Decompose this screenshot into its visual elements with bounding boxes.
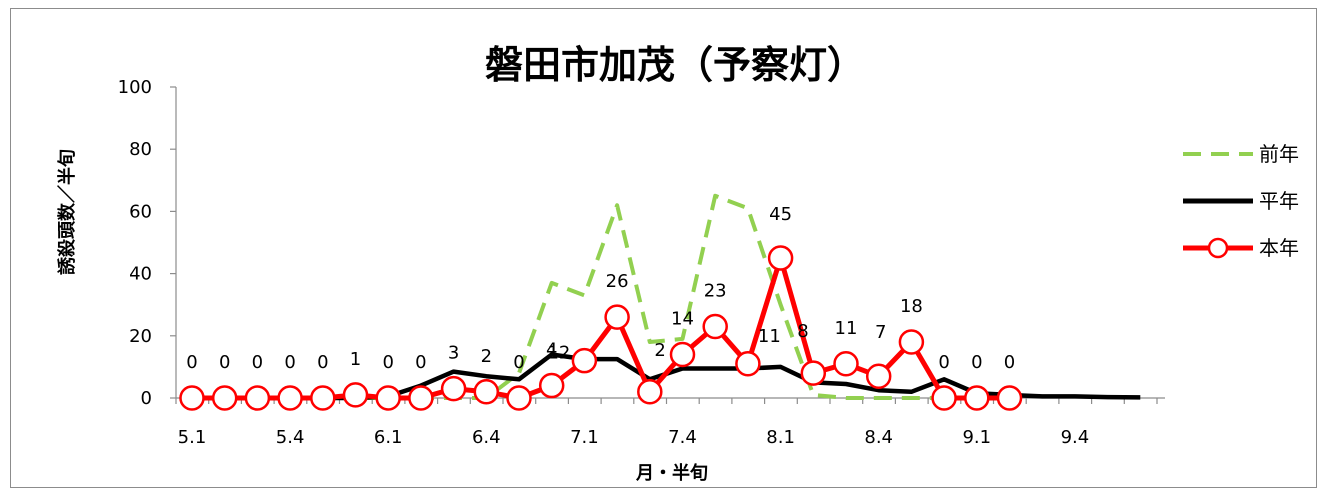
legend-label: 前年 (1259, 142, 1299, 166)
this-year-marker (473, 379, 500, 405)
data-label: 0 (284, 352, 295, 373)
data-label: 0 (317, 352, 328, 373)
this-year-marker (996, 385, 1023, 411)
series-prev-year (192, 193, 1010, 400)
x-tick-label: 6.4 (472, 427, 501, 448)
data-label: 0 (252, 352, 263, 373)
data-label: 1 (350, 349, 361, 370)
this-year-marker (898, 329, 925, 355)
series-prev-year-line (192, 193, 1010, 400)
data-label: 0 (219, 352, 230, 373)
this-year-marker (767, 245, 794, 271)
this-year-marker (604, 304, 630, 330)
this-year-marker (408, 385, 434, 411)
this-year-marker (375, 385, 401, 411)
this-year-marker (964, 385, 990, 411)
data-label: 26 (606, 271, 629, 292)
x-tick-label: 8.1 (766, 427, 795, 448)
this-year-marker (571, 347, 598, 374)
y-tick-label: 40 (129, 264, 152, 285)
data-label: 45 (769, 204, 792, 225)
data-label: 0 (971, 352, 982, 373)
this-year-marker (310, 385, 336, 411)
x-tick-label: 8.4 (864, 427, 893, 448)
x-tick-label: 9.4 (1061, 427, 1090, 448)
this-year-marker (833, 351, 859, 377)
data-label: 8 (797, 321, 808, 342)
data-label: 14 (671, 308, 694, 329)
data-label: 2 (654, 340, 665, 361)
this-year-marker (735, 351, 761, 377)
this-year-marker (538, 372, 565, 399)
this-year-marker (277, 385, 303, 411)
x-tick-label: 6.1 (374, 427, 403, 448)
data-label: 0 (938, 352, 949, 373)
y-tick-label: 20 (129, 326, 152, 347)
y-axis-title: 誘殺頭数／半旬 (56, 149, 78, 275)
data-label: 3 (448, 343, 459, 364)
legend-marker (1207, 237, 1229, 259)
data-label: 12 (547, 343, 570, 364)
this-year-marker (865, 363, 892, 389)
legend-label: 平年 (1259, 189, 1299, 213)
y-tick-label: 0 (141, 388, 152, 409)
data-label: 0 (1004, 352, 1015, 373)
y-tick-label: 80 (129, 139, 152, 160)
data-label: 0 (382, 352, 393, 373)
this-year-marker (211, 385, 238, 411)
x-axis-title: 月・半旬 (635, 462, 708, 484)
data-label: 0 (513, 352, 524, 373)
this-year-marker (506, 385, 532, 411)
x-tick-label: 9.1 (962, 427, 991, 448)
data-label: 18 (900, 296, 923, 317)
this-year-marker (637, 379, 663, 405)
this-year-marker (440, 375, 467, 402)
this-year-marker (931, 385, 957, 411)
x-tick-label: 7.1 (570, 427, 599, 448)
x-tick-label: 7.4 (668, 427, 697, 448)
this-year-marker (342, 382, 369, 408)
data-label: 4 (546, 340, 557, 361)
series-this-year (179, 245, 1023, 411)
this-year-marker (669, 341, 696, 368)
this-year-marker (244, 385, 271, 411)
data-label: 0 (186, 352, 197, 373)
data-label: 2 (481, 346, 492, 367)
data-label: 7 (875, 322, 886, 343)
chart-frame (10, 8, 1317, 488)
this-year-marker (800, 360, 827, 386)
x-tick-label: 5.1 (178, 427, 207, 448)
x-tick-label: 5.4 (276, 427, 305, 448)
data-label: 11 (758, 326, 781, 347)
y-tick-label: 60 (129, 201, 152, 222)
this-year-marker (179, 385, 205, 411)
chart-title: 磐田市加茂（予察灯） (485, 43, 865, 87)
y-tick-label: 100 (118, 77, 152, 98)
data-label: 11 (835, 318, 858, 339)
legend-label: 本年 (1259, 236, 1299, 260)
this-year-marker (702, 313, 728, 340)
data-label: 0 (415, 352, 426, 373)
data-label: 23 (704, 280, 727, 301)
